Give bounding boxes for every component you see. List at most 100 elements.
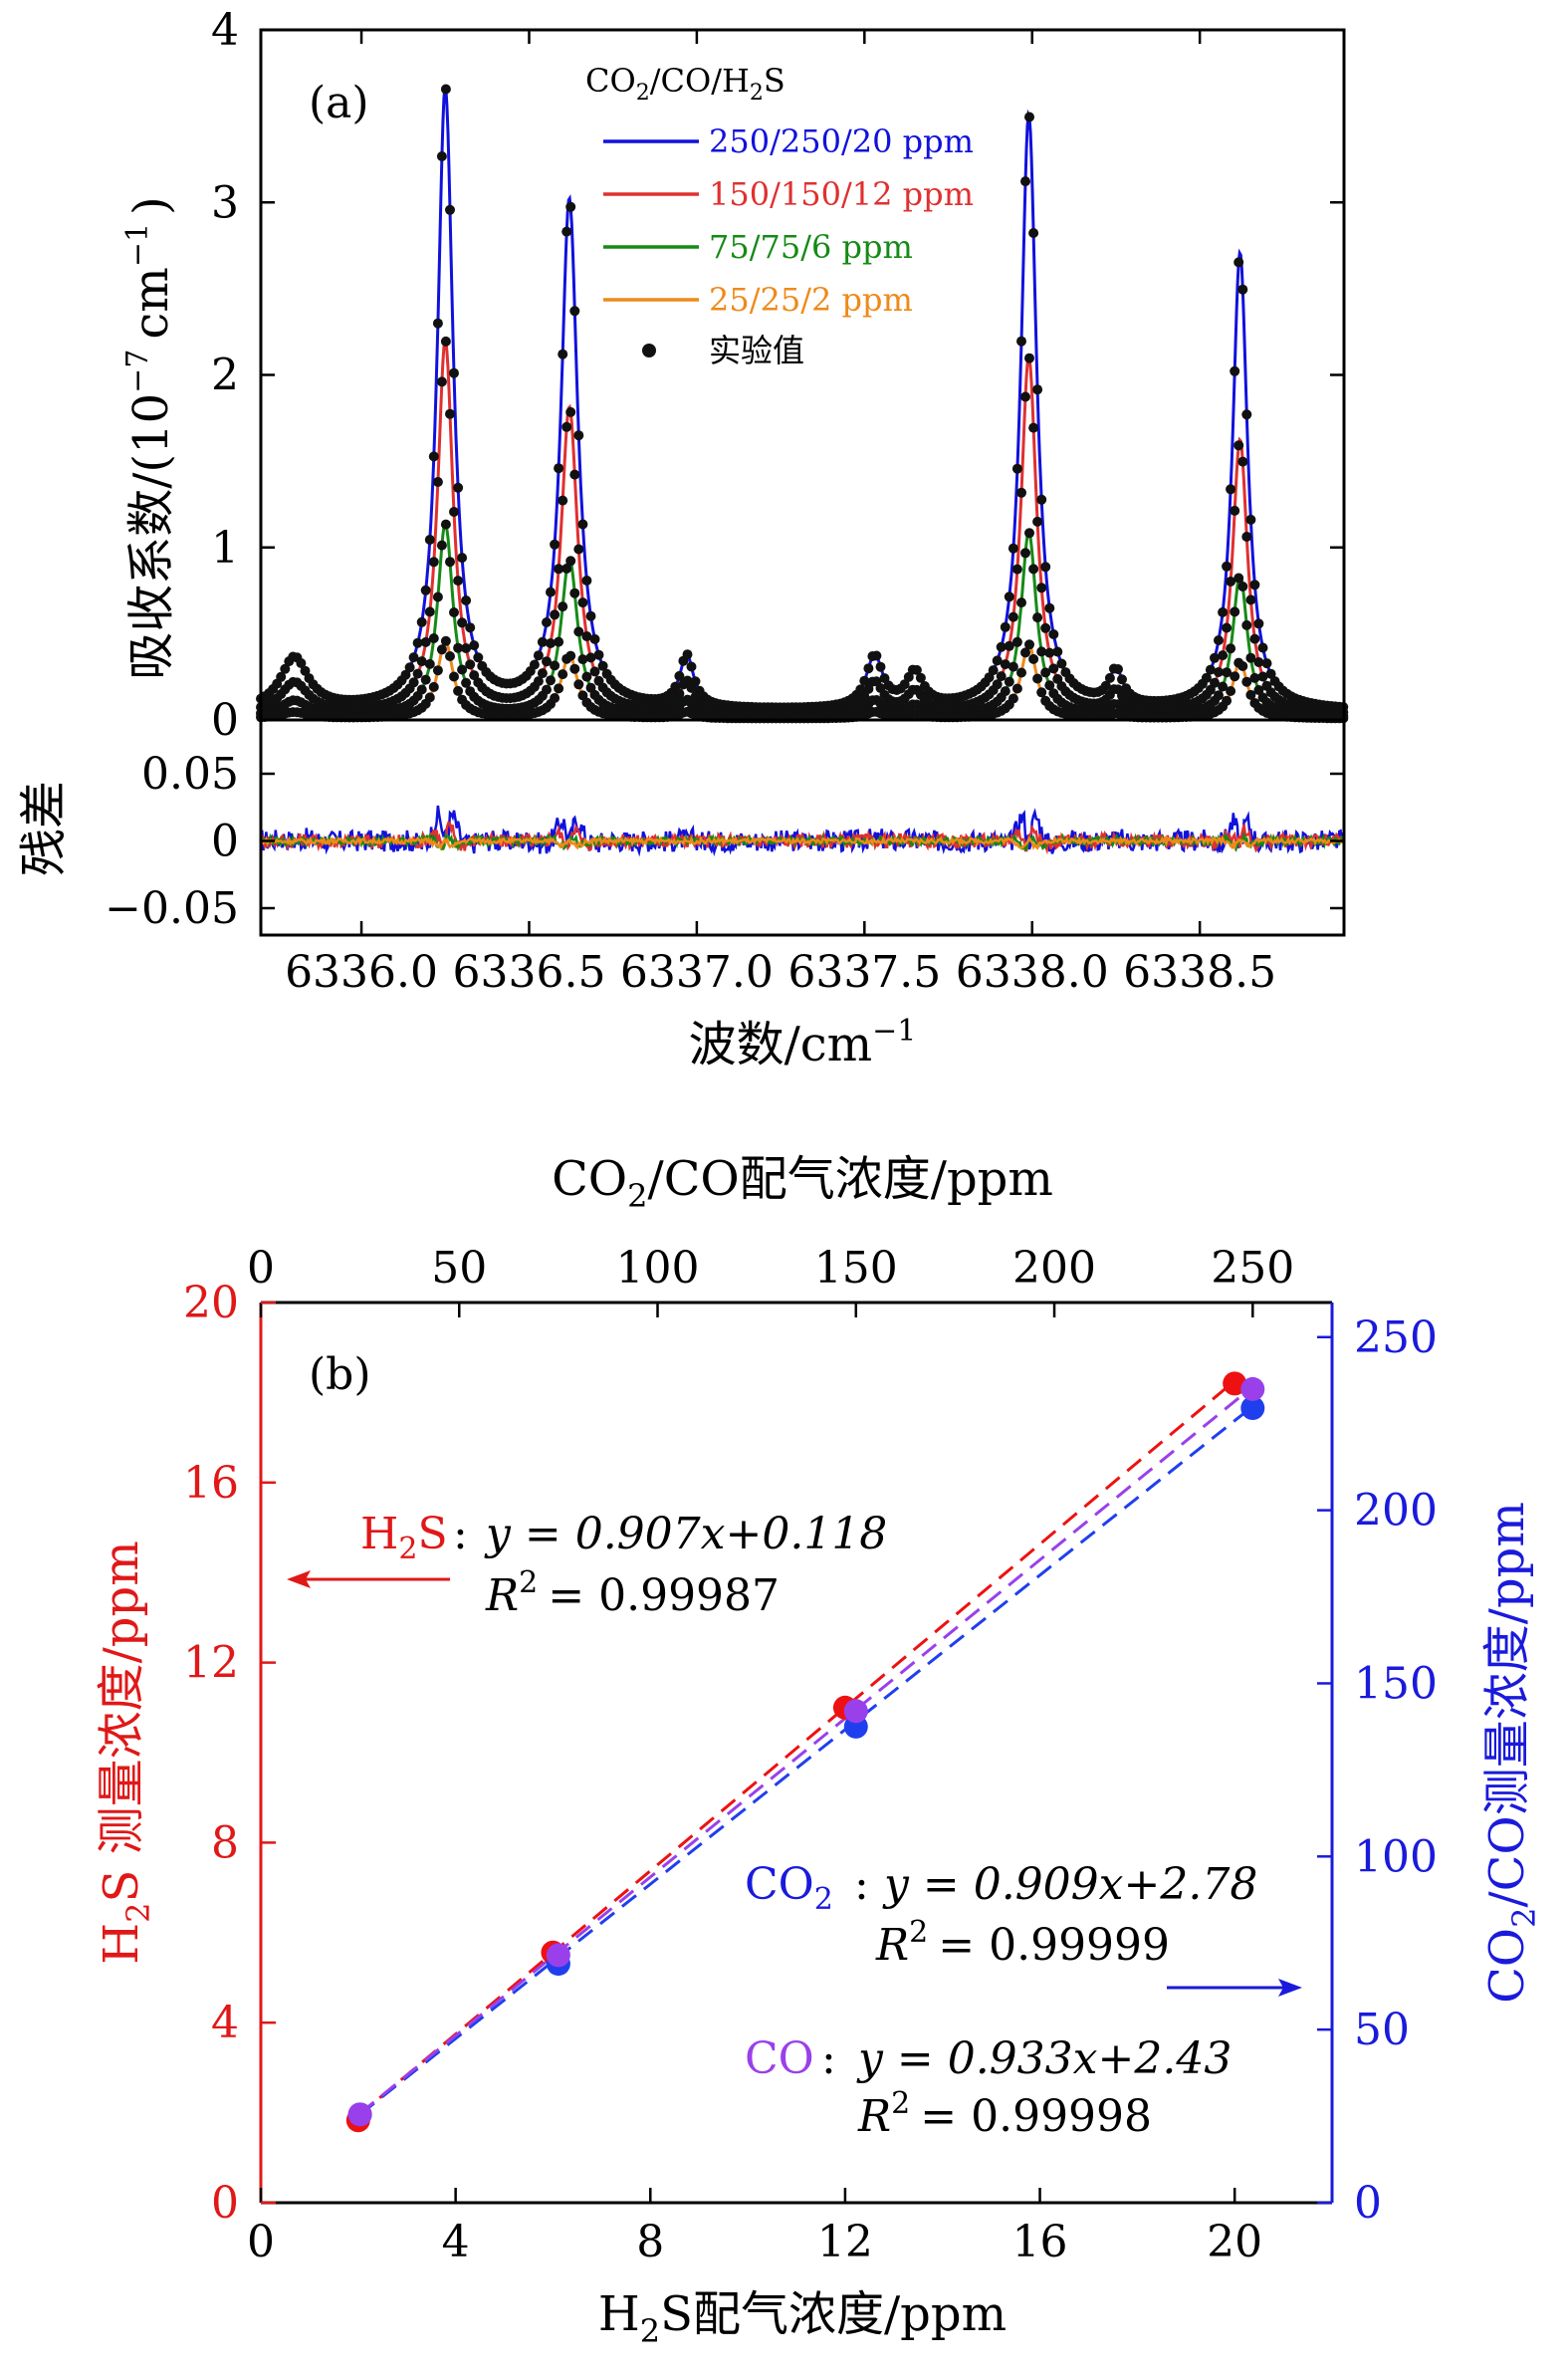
experimental-point	[577, 519, 588, 530]
experimental-point	[1032, 384, 1043, 395]
right-y-tick-label: 0	[1354, 2178, 1382, 2229]
data-point-co	[546, 1943, 570, 1968]
legend-title: CO2/CO/H2S	[585, 62, 785, 106]
experimental-point	[565, 650, 576, 661]
experimental-point	[533, 650, 544, 661]
experimental-point	[1245, 514, 1256, 525]
experimental-point	[1024, 639, 1034, 650]
panel-b-right-y-ticks: 0 50 100 150 200 250	[1317, 1312, 1438, 2229]
experimental-point	[1241, 532, 1252, 542]
top-x-tick-label: 0	[247, 1243, 275, 1294]
experimental-point	[412, 668, 423, 679]
experimental-point	[569, 306, 580, 317]
experimental-point	[1237, 456, 1248, 467]
experimental-point	[412, 637, 423, 648]
experimental-point	[1226, 643, 1236, 654]
panel-b-top-x-ticks: 0 50 100 150 200 250	[247, 1243, 1294, 1317]
experimental-point	[533, 676, 544, 687]
experimental-point	[537, 636, 548, 647]
annotation-co2-eq: y = 0.909x+2.78	[882, 1859, 1257, 1910]
experimental-point	[558, 495, 568, 506]
data-point-co	[347, 2102, 372, 2127]
experimental-point	[461, 677, 472, 688]
experimental-point	[558, 669, 568, 680]
top-x-tick-label: 100	[616, 1243, 700, 1294]
panel-b-left-y-ticks: 0 4 8 12 16 20	[183, 1278, 276, 2229]
experimental-point	[585, 610, 596, 621]
experimental-point	[1253, 685, 1264, 695]
experimental-point	[1011, 564, 1022, 575]
experimental-point	[436, 540, 447, 551]
experimental-point	[1000, 686, 1010, 697]
y-tick-label: 4	[211, 5, 239, 56]
experimental-point	[1100, 680, 1111, 691]
experimental-point	[537, 668, 548, 679]
top-x-tick-label: 200	[1012, 1243, 1096, 1294]
x-tick-label: 12	[817, 2217, 873, 2267]
panel-a-residual-ylabel: 残差	[16, 781, 72, 876]
experimental-point	[1036, 494, 1047, 505]
experimental-point	[682, 649, 693, 660]
experimental-point	[1226, 577, 1236, 587]
experimental-point	[569, 588, 580, 598]
panel-b-calibration: CO2/CO配气浓度/ppm 0 4 8 12 16 20 0 50 100 150 200 250…	[94, 1151, 1543, 2350]
experimental-point	[453, 576, 464, 587]
experimental-point	[674, 670, 685, 681]
experimental-point	[1241, 409, 1252, 420]
experimental-point	[542, 684, 552, 695]
experimental-point	[436, 644, 447, 655]
experimental-point	[879, 673, 890, 684]
experimental-point	[546, 587, 556, 597]
panel-b-data-points	[345, 1371, 1265, 2133]
right-y-tick-label: 100	[1354, 1831, 1438, 1882]
experimental-point	[1028, 653, 1039, 664]
panel-a-residual-frame	[259, 718, 1346, 937]
y-tick-label: 3	[211, 177, 239, 228]
panel-a-residual-group	[259, 805, 1345, 857]
experimental-point	[911, 664, 922, 675]
experimental-point	[992, 655, 1003, 666]
annotation-co2-r2: R2 = 0.99999	[875, 1915, 1170, 1971]
experimental-point	[988, 665, 999, 676]
legend-label-3: 25/25/2 ppm	[709, 281, 913, 319]
experimental-point	[432, 477, 443, 487]
legend-label-0: 250/250/20 ppm	[709, 122, 974, 160]
panel-b-top-xlabel: CO2/CO配气浓度/ppm	[552, 1151, 1053, 1215]
experimental-point	[593, 649, 604, 660]
fit-line-co2	[358, 1405, 1254, 2116]
experimental-point	[1016, 336, 1026, 347]
experimental-point	[445, 204, 455, 215]
experimental-point	[529, 659, 540, 670]
x-tick-label: 6338.0	[956, 947, 1109, 998]
experimental-point	[1230, 606, 1240, 617]
experimental-point	[1233, 257, 1244, 268]
experimental-point	[1222, 695, 1232, 706]
experimental-point	[1113, 664, 1123, 674]
experimental-point	[1104, 672, 1115, 683]
experimental-point	[558, 601, 568, 612]
experimental-point	[296, 658, 307, 668]
experimental-point	[1036, 646, 1047, 657]
x-tick-label: 6338.5	[1123, 947, 1276, 998]
experimental-point	[996, 671, 1007, 682]
experimental-point	[1020, 176, 1030, 187]
x-tick-label: 20	[1207, 2217, 1262, 2267]
experimental-point	[1237, 661, 1248, 671]
experimental-point	[1241, 619, 1252, 630]
experimental-point	[1222, 622, 1232, 633]
experimental-point	[1205, 664, 1216, 675]
annotation-co2-name: CO2	[745, 1859, 833, 1917]
experimental-point	[1257, 671, 1268, 682]
experimental-point	[1214, 667, 1224, 677]
experimental-point	[1024, 112, 1034, 122]
experimental-point	[1257, 642, 1268, 653]
experimental-point	[1230, 365, 1240, 376]
experimental-point	[469, 640, 480, 651]
annotation-h2s-name: H2S	[360, 1509, 448, 1566]
experimental-point	[1230, 671, 1240, 682]
annotation-co-r2: R2 = 0.99998	[857, 2086, 1152, 2142]
experimental-point	[569, 469, 580, 480]
experimental-point	[915, 672, 926, 683]
experimental-point	[561, 564, 572, 574]
experimental-point	[1214, 690, 1224, 701]
